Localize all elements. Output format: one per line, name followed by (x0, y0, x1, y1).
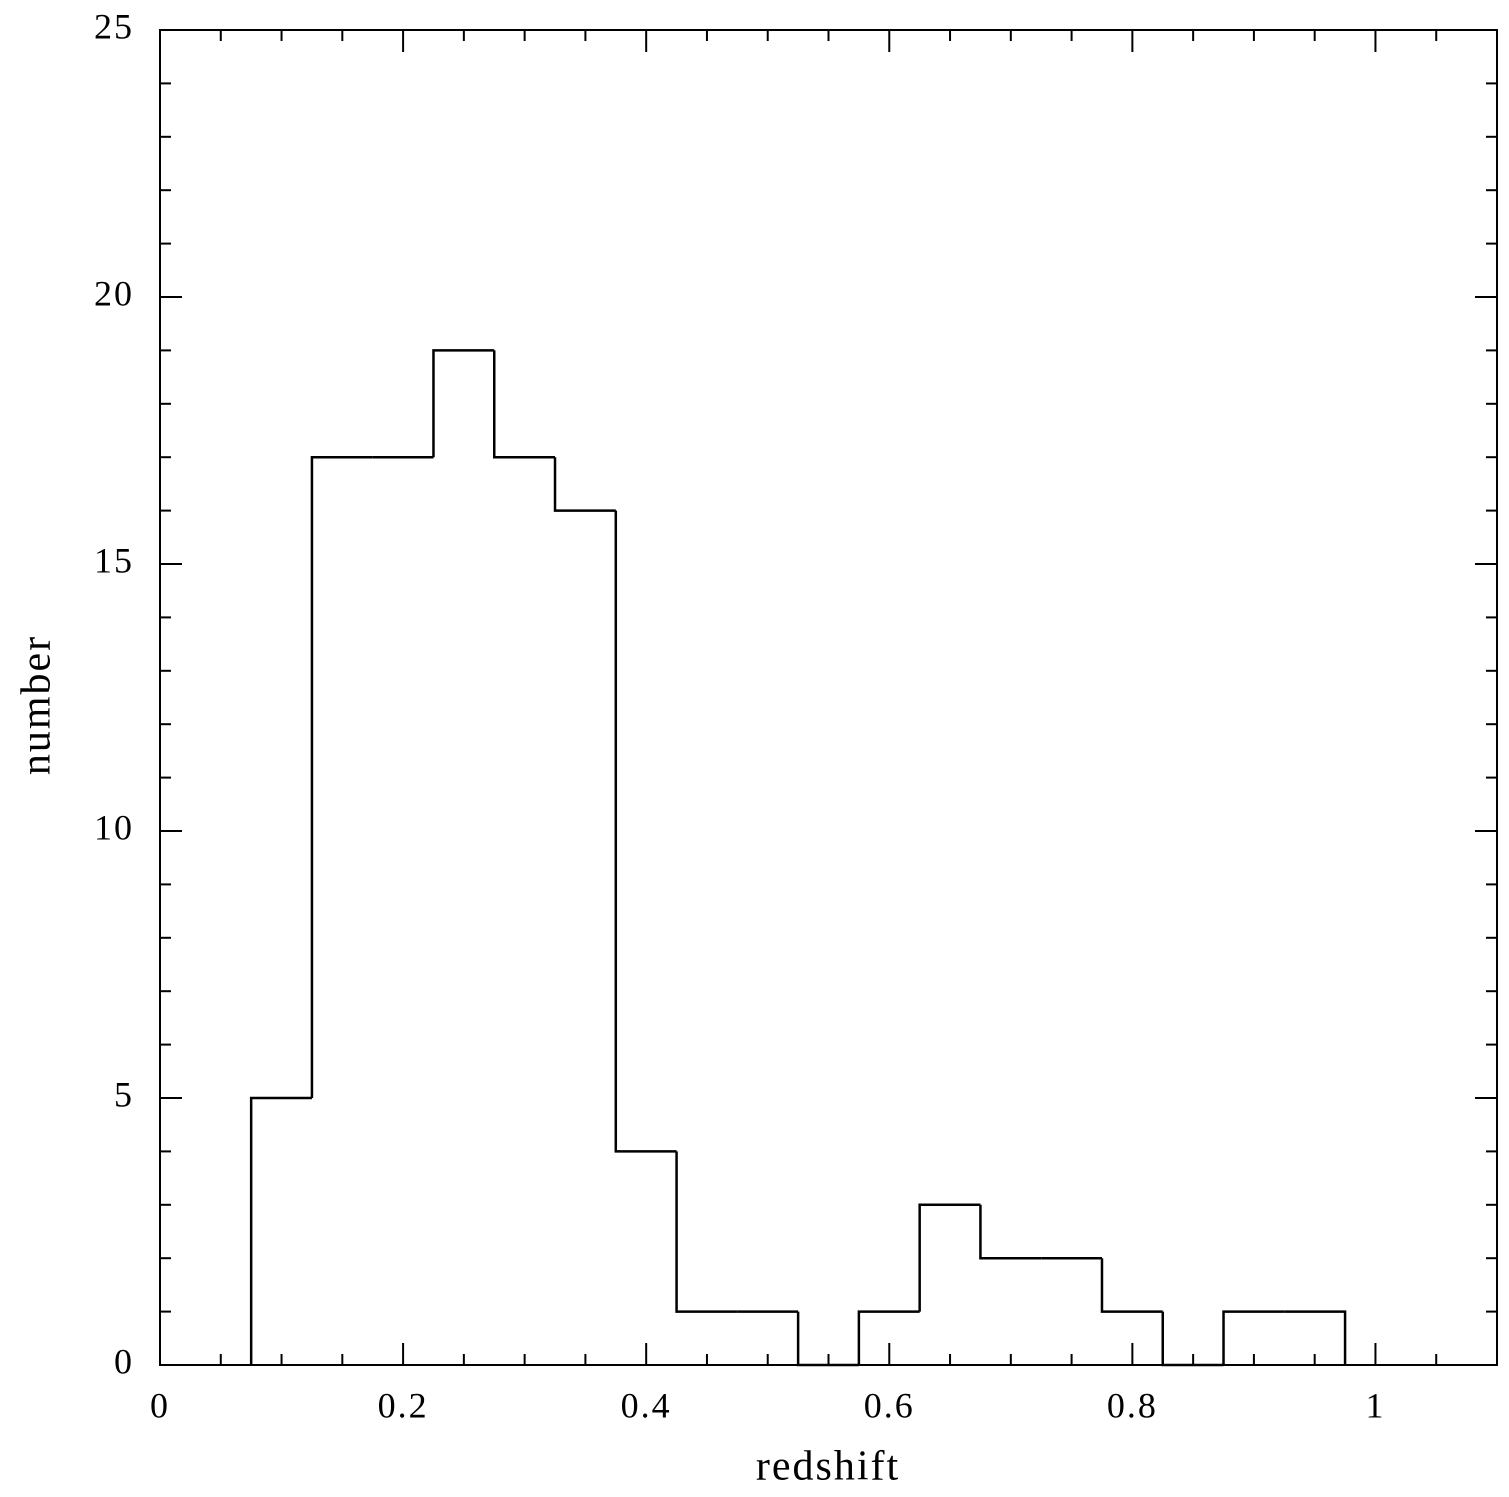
histogram-bin (857, 1310, 920, 1365)
histogram-bin (675, 1151, 738, 1313)
y-tick-label: 25 (94, 6, 134, 46)
histogram-bin (310, 455, 373, 1098)
histogram-bin (1284, 1310, 1347, 1365)
histogram-bin (553, 457, 616, 512)
histogram-bin (249, 1096, 312, 1365)
x-tick-label: 0.6 (864, 1385, 915, 1425)
histogram-bin (1222, 1310, 1285, 1365)
histogram-bin (918, 1203, 981, 1312)
y-tick-label: 10 (94, 807, 134, 847)
x-tick-label: 0.8 (1107, 1385, 1158, 1425)
y-axis-label: number (14, 635, 60, 775)
histogram-bin (979, 1204, 1042, 1260)
x-tick-label: 0.4 (621, 1385, 672, 1425)
histogram-bin (1161, 1311, 1224, 1367)
y-tick-label: 5 (114, 1074, 134, 1114)
histogram-bin (493, 350, 556, 459)
histogram-bin (796, 1311, 859, 1367)
histogram-bin (1100, 1258, 1163, 1313)
x-axis-label: redshift (756, 1444, 900, 1490)
histogram-bin (432, 349, 495, 458)
x-tick-label: 1 (1365, 1385, 1385, 1425)
x-tick-label: 0.2 (378, 1385, 429, 1425)
y-tick-label: 20 (94, 273, 134, 313)
plot-frame (159, 29, 1498, 1366)
y-tick-label: 0 (114, 1341, 134, 1381)
y-tick-label: 15 (94, 540, 134, 580)
histogram-bin (614, 510, 677, 1153)
x-tick-label: 0 (150, 1385, 170, 1425)
